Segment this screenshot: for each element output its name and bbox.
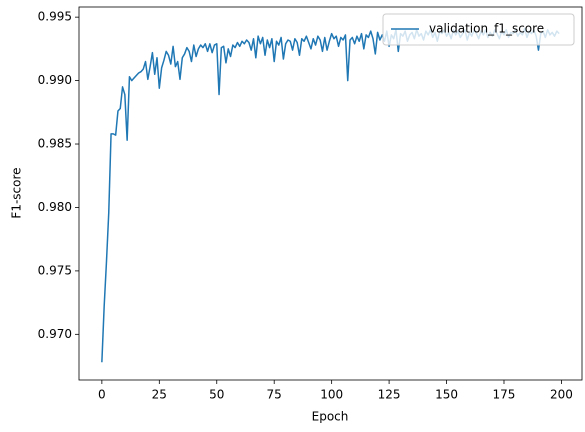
data-line [101, 27, 560, 363]
x-tick-label: 125 [378, 388, 401, 402]
x-tick-label: 75 [267, 388, 282, 402]
x-tick-label: 200 [550, 388, 573, 402]
x-axis-label: Epoch [312, 410, 349, 424]
x-tick-label: 150 [435, 388, 458, 402]
x-tick-label: 25 [152, 388, 167, 402]
y-tick-label: 0.985 [38, 137, 72, 151]
y-tick-label: 0.975 [38, 263, 72, 277]
legend-label: validation_f1_score [429, 22, 544, 36]
y-tick-label: 0.970 [38, 327, 72, 341]
x-tick-label: 175 [493, 388, 516, 402]
y-tick-label: 0.980 [38, 200, 72, 214]
x-tick-label: 0 [98, 388, 106, 402]
y-tick-label: 0.995 [38, 10, 72, 24]
axes-frame [78, 6, 583, 381]
x-tick-label: 50 [209, 388, 224, 402]
y-tick-label: 0.990 [38, 73, 72, 87]
legend-box [382, 13, 575, 46]
y-axis-label: F1-score [10, 167, 24, 218]
x-tick-label: 100 [320, 388, 343, 402]
